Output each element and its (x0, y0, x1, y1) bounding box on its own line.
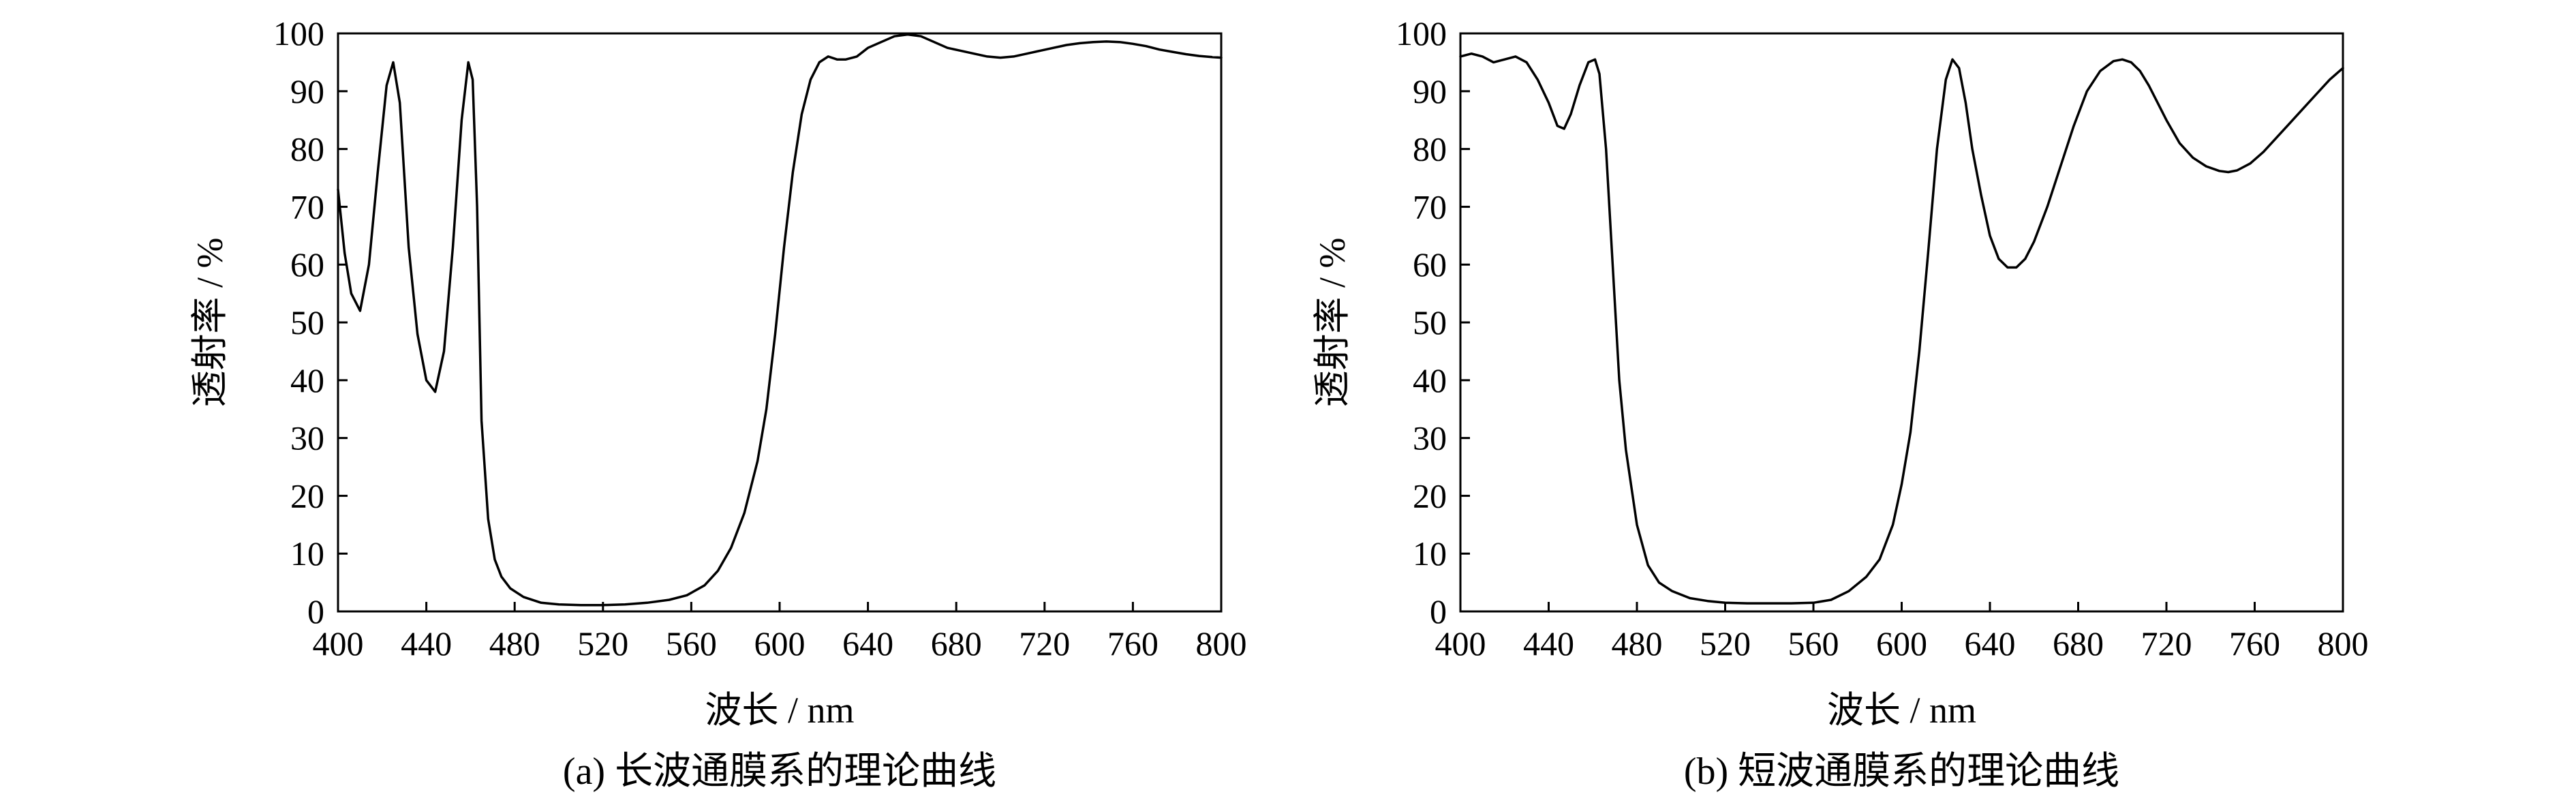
y-tick-label: 40 (290, 361, 324, 399)
x-axis-title: 波长 / nm (705, 690, 854, 731)
x-tick-label: 760 (2229, 624, 2280, 663)
y-tick-label: 60 (1413, 245, 1447, 284)
y-tick-label: 70 (290, 187, 324, 226)
transmittance-curve-b (1459, 52, 2344, 605)
x-tick-label: 640 (842, 624, 893, 663)
y-tick-label: 100 (1396, 14, 1447, 52)
y-tick-label: 10 (290, 534, 324, 573)
x-tick-label: 480 (489, 624, 540, 663)
x-tick-label: 800 (1196, 624, 1247, 663)
chart-panel-b: 400 440 480 520 560 600 640 680 720 760 800 0 10 20 30… (1312, 14, 2369, 793)
y-axis-title: 透射率 / % (1312, 238, 1353, 408)
y-tick-label: 50 (1413, 303, 1447, 341)
x-tick-label: 800 (2318, 624, 2369, 663)
y-tick-label: 90 (290, 72, 324, 110)
x-tick-label: 520 (1700, 624, 1751, 663)
y-tick-label: 40 (1413, 361, 1447, 399)
y-tick-label: 50 (290, 303, 324, 341)
x-tick-label: 760 (1107, 624, 1159, 663)
x-axis-title: 波长 / nm (1827, 690, 1976, 731)
y-tick-label: 20 (290, 476, 324, 515)
y-tick-label: 30 (290, 419, 324, 457)
x-tick-label: 640 (1965, 624, 2016, 663)
x-tick-label: 600 (1876, 624, 1927, 663)
x-tick-label: 520 (577, 624, 628, 663)
y-tick-label: 60 (290, 245, 324, 284)
figure-caption-a: (a) 长波通膜系的理论曲线 (563, 750, 996, 793)
transmittance-curve-a (337, 33, 1223, 607)
chart-panel-a: 400 440 480 520 560 600 640 680 720 760 800 0 10 20 30… (189, 14, 1247, 793)
x-tick-label: 720 (1019, 624, 1070, 663)
y-axis-title: 透射率 / % (189, 238, 230, 408)
x-tick-label: 560 (1788, 624, 1839, 663)
x-tick-label: 440 (1523, 624, 1574, 663)
y-tick-label: 100 (273, 14, 324, 52)
y-tick-label: 0 (1430, 592, 1447, 631)
x-tick-label: 400 (313, 624, 364, 663)
y-tick-label: 10 (1413, 534, 1447, 573)
x-tick-label: 560 (666, 624, 717, 663)
y-tick-label: 80 (1413, 130, 1447, 168)
x-tick-label: 680 (2053, 624, 2104, 663)
x-tick-label: 600 (754, 624, 806, 663)
x-tick-label: 720 (2141, 624, 2192, 663)
y-tick-label: 90 (1413, 72, 1447, 110)
plot-frame-b (1459, 32, 2344, 613)
y-tick-label: 20 (1413, 476, 1447, 515)
y-tick-label: 70 (1413, 187, 1447, 226)
x-tick-label: 480 (1612, 624, 1663, 663)
plot-frame-a (337, 32, 1223, 613)
x-tick-label: 440 (401, 624, 452, 663)
figure-caption-b: (b) 短波通膜系的理论曲线 (1684, 750, 2119, 793)
x-tick-label: 680 (931, 624, 982, 663)
x-tick-label: 400 (1435, 624, 1486, 663)
y-tick-label: 30 (1413, 419, 1447, 457)
y-tick-label: 80 (290, 130, 324, 168)
y-tick-label: 0 (307, 592, 324, 631)
